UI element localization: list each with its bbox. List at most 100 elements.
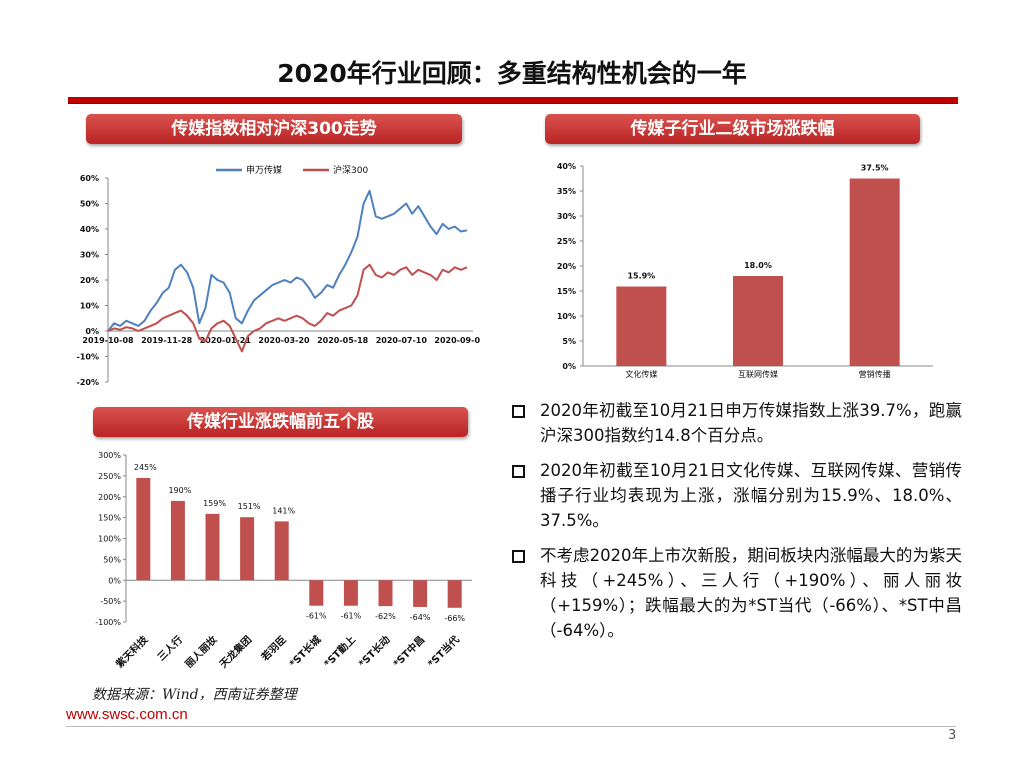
y-tick-label: -50%	[100, 597, 121, 606]
bullet-item: 2020年初截至10月21日文化传媒、互联网传媒、营销传播子行业均表现为上涨，涨…	[510, 458, 962, 533]
bar	[205, 513, 220, 581]
y-tick-label: 35%	[557, 187, 576, 196]
x-tick-label: 2019-10-08	[82, 336, 134, 345]
footer-url[interactable]: www.swsc.com.cn	[66, 706, 188, 723]
data-label: 245%	[134, 463, 157, 472]
y-tick-label: -20%	[77, 378, 99, 387]
bar	[240, 517, 255, 581]
bullet-list: 2020年初截至10月21日申万传媒指数上涨39.7%，跑赢沪深300指数约14…	[510, 398, 962, 653]
bullet-box-icon	[512, 465, 525, 478]
x-tick-label: *ST勤上	[321, 633, 358, 670]
y-tick-label: 150%	[98, 514, 121, 523]
x-tick-label: 三人行	[155, 633, 185, 663]
bullet-text: 2020年初截至10月21日文化传媒、互联网传媒、营销传播子行业均表现为上涨，涨…	[540, 461, 962, 530]
stock-chart-header: 传媒行业涨跌幅前五个股	[93, 407, 468, 437]
bullet-box-icon	[512, 550, 525, 563]
bullet-box-icon	[512, 405, 525, 418]
x-tick-label: 紫天科技	[113, 632, 151, 670]
x-tick-label: 2020-09-01	[434, 336, 480, 345]
data-label: -61%	[306, 612, 327, 621]
line-chart-header: 传媒指数相对沪深300走势	[86, 114, 462, 144]
page-number: 3	[948, 728, 957, 743]
x-tick-label: 2019-11-28	[141, 336, 193, 345]
y-tick-label: 40%	[557, 162, 576, 171]
data-label: 151%	[238, 502, 261, 511]
data-label: -61%	[341, 612, 362, 621]
y-tick-label: 15%	[557, 287, 576, 296]
bar	[170, 500, 185, 581]
series-line-1	[107, 189, 468, 332]
data-label: -64%	[410, 613, 431, 622]
y-tick-label: 0%	[562, 362, 576, 371]
bar	[413, 580, 428, 607]
bullet-item: 2020年初截至10月21日申万传媒指数上涨39.7%，跑赢沪深300指数约14…	[510, 398, 962, 448]
bullet-item: 不考虑2020年上市次新股，期间板块内涨幅最大的为紫天科技（+245%）、三人行…	[510, 543, 962, 643]
y-tick-label: 100%	[98, 535, 121, 544]
y-tick-label: 25%	[557, 237, 576, 246]
bullet-text: 2020年初截至10月21日申万传媒指数上涨39.7%，跑赢沪深300指数约14…	[540, 401, 962, 445]
series-line-2	[107, 263, 468, 353]
data-label: 141%	[272, 506, 295, 515]
bullet-text: 不考虑2020年上市次新股，期间板块内涨幅最大的为紫天科技（+245%）、三人行…	[540, 546, 962, 640]
data-label: 18.0%	[744, 261, 772, 270]
bar	[849, 178, 900, 366]
title-divider-shadow	[68, 103, 958, 104]
y-tick-label: 20%	[557, 262, 576, 271]
source-note: 数据来源：Wind，西南证券整理	[92, 687, 297, 703]
bar	[136, 477, 151, 581]
bar	[447, 580, 462, 608]
page-title: 2020年行业回顾：多重结构性机会的一年	[277, 59, 747, 88]
bar	[733, 276, 783, 366]
data-label: 15.9%	[627, 272, 655, 281]
x-tick-label: 2020-01-21	[200, 336, 252, 345]
x-tick-label: 互联网传媒	[738, 369, 778, 378]
y-tick-label: 40%	[80, 225, 99, 234]
x-tick-label: 丽人丽妆	[182, 633, 219, 670]
x-tick-label: 营销传播	[859, 369, 891, 378]
y-tick-label: 300%	[98, 451, 121, 460]
data-label: 159%	[203, 499, 226, 508]
data-label: 190%	[168, 486, 191, 495]
x-tick-label: *ST中昌	[390, 633, 427, 670]
legend-label: 申万传媒	[246, 164, 282, 176]
y-tick-label: 250%	[98, 472, 121, 481]
y-tick-label: 10%	[80, 302, 99, 311]
y-tick-label: 30%	[80, 251, 99, 260]
data-label: -62%	[375, 612, 396, 621]
data-label: -66%	[444, 614, 465, 623]
x-tick-label: 2020-07-10	[376, 336, 428, 345]
bar	[343, 580, 358, 606]
line-chart: -20% -10% 0% 10% 20% 30% 40% 50% 60% 2019-10-08 20…	[77, 164, 480, 387]
y-tick-label: 60%	[80, 174, 99, 183]
x-tick-label: 若羽臣	[258, 633, 289, 664]
y-tick-label: 5%	[562, 337, 576, 346]
y-tick-label: 200%	[98, 493, 121, 502]
bar	[309, 580, 324, 606]
y-tick-label: 10%	[557, 312, 576, 321]
y-tick-label: -100%	[95, 618, 121, 627]
x-tick-label: *ST长城	[286, 633, 323, 670]
x-tick-label: 天龙集团	[217, 633, 254, 670]
footer-divider	[66, 726, 956, 727]
bar	[378, 580, 393, 607]
bar	[616, 286, 667, 366]
y-tick-label: 0%	[85, 327, 99, 336]
y-tick-label: -10%	[77, 353, 99, 362]
data-label: 37.5%	[861, 164, 889, 173]
legend-label: 沪深300	[333, 164, 368, 176]
y-tick-label: 30%	[557, 212, 576, 221]
y-tick-label: 20%	[80, 276, 99, 285]
y-tick-label: 50%	[80, 200, 99, 209]
y-tick-label: 0%	[108, 576, 121, 585]
y-tick-label: 50%	[103, 555, 121, 564]
x-tick-label: *ST当代	[425, 633, 462, 670]
sub-industry-chart-header: 传媒子行业二级市场涨跌幅	[545, 114, 920, 144]
x-tick-label: *ST长动	[356, 633, 393, 670]
x-tick-label: 2020-03-20	[258, 336, 310, 345]
title-divider	[68, 97, 958, 103]
stock-bar-chart: -100% -50% 0% 50% 100% 150% 200% 250% 300% 245% 紫天…	[95, 451, 472, 670]
sub-industry-bar-chart: 0% 5% 10% 15% 20% 25% 30% 35% 40% 15.9% 文化传媒 18.0% 互…	[557, 162, 933, 378]
bar	[274, 521, 289, 581]
x-tick-label: 文化传媒	[625, 369, 657, 378]
x-tick-label: 2020-05-18	[317, 336, 369, 345]
